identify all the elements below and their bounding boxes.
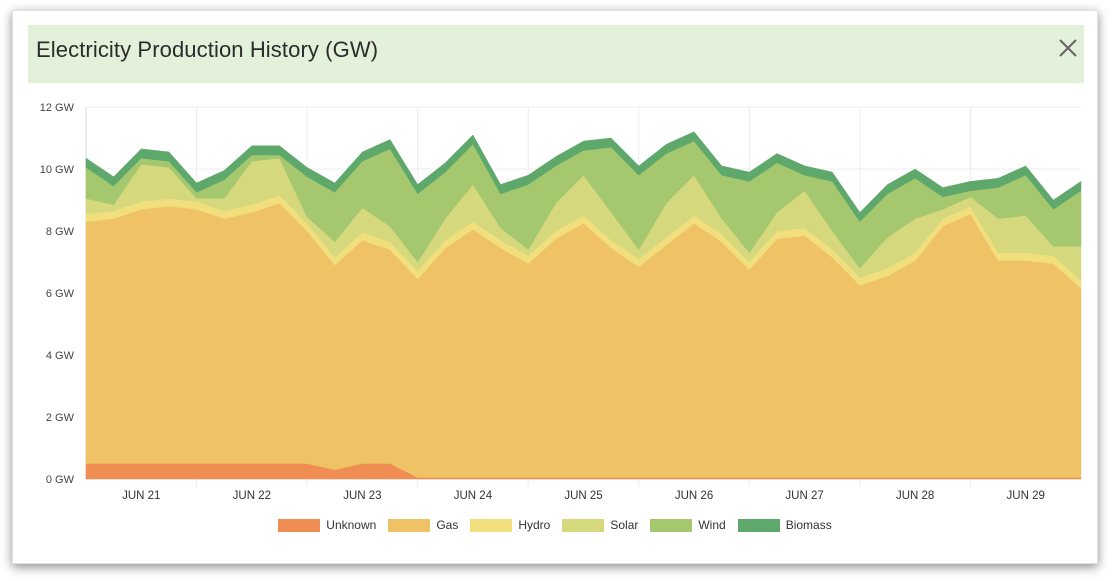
x-tick-label: JUN 27 <box>785 490 823 502</box>
legend-item-wind[interactable]: Wind <box>650 518 726 532</box>
legend-item-hydro[interactable]: Hydro <box>470 518 550 532</box>
x-tick-label: JUN 29 <box>1007 490 1045 502</box>
x-tick-label: JUN 22 <box>233 490 271 502</box>
y-tick-label: 2 GW <box>46 412 75 424</box>
legend-label: Solar <box>610 518 639 532</box>
legend-swatch <box>562 518 605 532</box>
area-chart: 0 GW 2 GW 4 GW 6 GW 8 GW 10 GW 12 GW JUN 21 JUN … <box>40 102 1082 502</box>
x-tick-label: JUN 26 <box>675 490 713 502</box>
legend-label: Gas <box>436 518 459 532</box>
x-tick-label: JUN 21 <box>122 490 160 502</box>
x-tick-label: JUN 28 <box>896 490 934 502</box>
legend-item-gas[interactable]: Gas <box>388 518 458 532</box>
legend-label: Hydro <box>518 518 551 532</box>
legend-swatch <box>470 518 513 532</box>
legend-label: Wind <box>698 518 726 532</box>
panel-header: Electricity Production History (GW) <box>28 25 1084 83</box>
chart-panel: Electricity Production History (GW) 0 GW… <box>12 10 1098 564</box>
legend-label: Biomass <box>785 518 832 532</box>
y-tick-label: 6 GW <box>46 288 75 300</box>
x-tick-label: JUN 23 <box>343 490 381 502</box>
y-tick-label: 8 GW <box>46 226 75 238</box>
legend-item-unknown[interactable]: Unknown <box>278 518 376 532</box>
y-tick-label: 4 GW <box>46 350 75 362</box>
chart-legend: Unknown Gas Hydro Solar Wind Biomass <box>13 515 1097 535</box>
legend-swatch <box>278 518 321 532</box>
x-tick-label: JUN 25 <box>564 490 602 502</box>
legend-item-solar[interactable]: Solar <box>562 518 638 532</box>
legend-swatch <box>388 518 431 532</box>
panel-title: Electricity Production History (GW) <box>36 37 379 62</box>
area-gas[interactable] <box>85 202 1082 478</box>
legend-swatch <box>737 518 780 532</box>
y-tick-label: 10 GW <box>40 164 75 176</box>
x-tick-label: JUN 24 <box>454 490 493 502</box>
legend-label: Unknown <box>326 518 377 532</box>
y-tick-label: 0 GW <box>46 474 75 486</box>
close-icon[interactable] <box>1054 34 1082 62</box>
legend-swatch <box>650 518 693 532</box>
area-biomass[interactable] <box>85 131 1082 222</box>
y-tick-label: 12 GW <box>40 102 75 114</box>
legend-item-biomass[interactable]: Biomass <box>737 518 832 532</box>
